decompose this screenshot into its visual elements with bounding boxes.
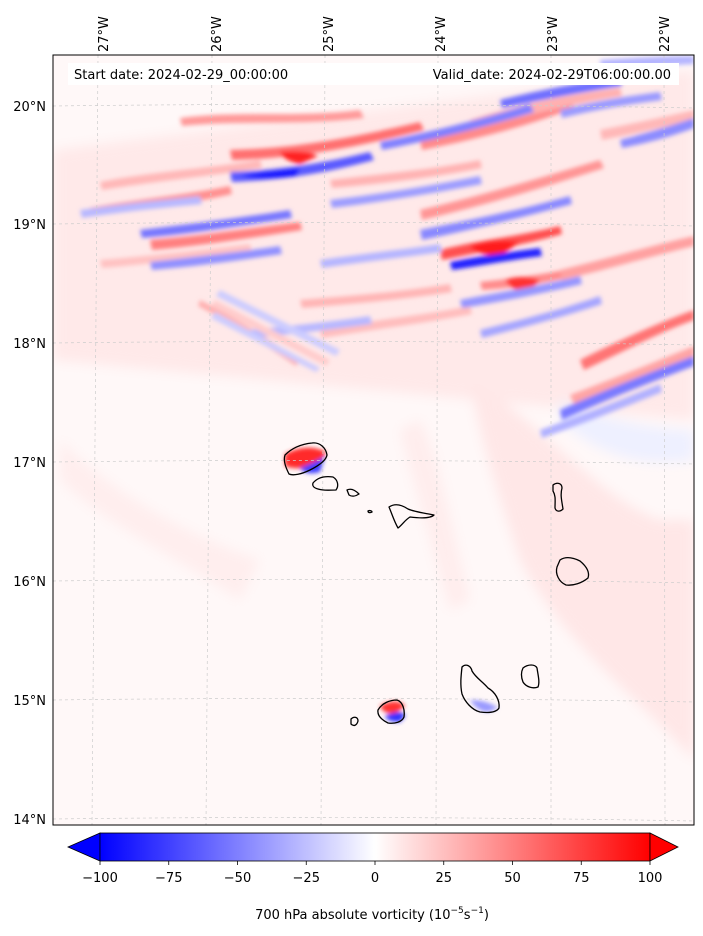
- vorticity-field: [53, 56, 694, 760]
- island-vorticity: [285, 447, 498, 722]
- background-tints: [53, 70, 694, 760]
- colorbar-tick-label: −100: [82, 871, 118, 886]
- colorbar-units-mid: s: [464, 908, 471, 923]
- lat-tick-20n: 20°N: [13, 100, 46, 115]
- lon-tick-24w: 24°W: [434, 16, 449, 52]
- colorbar-units-exp1: −5: [451, 906, 464, 916]
- meridian-27w: [91, 55, 99, 825]
- valid-date-label: Valid_date: 2024-02-29T06:00:00.00: [433, 68, 671, 83]
- coastlines: [283, 442, 590, 727]
- island-razo: [367, 509, 373, 514]
- lat-tick-18n: 18°N: [13, 337, 46, 352]
- colorbar-tick-label: −75: [155, 871, 182, 886]
- parallel-15n: [53, 698, 694, 703]
- colorbar-min-extend: [67, 832, 101, 862]
- lon-tick-27w: 27°W: [97, 16, 112, 52]
- colorbar-title: 700 hPa absolute vorticity (10−5s−1): [255, 906, 489, 923]
- colorbar-tick-label: 25: [435, 871, 452, 886]
- parallel-17n: [53, 460, 694, 465]
- lon-tick-25w: 25°W: [322, 16, 337, 52]
- colorbar-units-suffix: ): [484, 908, 489, 923]
- longitude-labels: 27°W 26°W 25°W 24°W 23°W 22°W: [97, 16, 673, 52]
- island-santo-antao: [283, 442, 328, 476]
- colorbar-tick-label: 50: [504, 871, 521, 886]
- lat-tick-16n: 16°N: [13, 575, 46, 590]
- start-date-label: Start date: 2024-02-29_00:00:00: [74, 68, 288, 83]
- island-fogo: [377, 699, 405, 724]
- lon-tick-22w: 22°W: [658, 16, 673, 52]
- island-santiago: [460, 664, 500, 714]
- parallel-20n: [53, 104, 694, 109]
- colorbar-tick-label: 100: [638, 871, 663, 886]
- vorticity-streaks: [80, 56, 694, 438]
- meridian-26w: [205, 55, 213, 825]
- island-boa-vista: [555, 557, 590, 586]
- parallel-16n: [53, 579, 694, 584]
- info-strip: [68, 63, 679, 85]
- parallel-18n: [53, 341, 694, 346]
- lat-tick-14n: 14°N: [13, 813, 46, 828]
- island-sao-nicolau: [388, 504, 435, 529]
- latitude-labels: 20°N 19°N 18°N 17°N 16°N 15°N 14°N: [13, 100, 46, 828]
- island-santa-luzia: [346, 488, 360, 497]
- lat-tick-19n: 19°N: [13, 218, 46, 233]
- colorbar: −100 −75 −50 −25 0 25 50 75 100 700 hPa absolute…: [67, 832, 679, 923]
- colorbar-tick-label: 75: [573, 871, 590, 886]
- colorbar-variable: 700 hPa absolute vorticity: [255, 908, 425, 923]
- colorbar-tick-label: 0: [371, 871, 379, 886]
- colorbar-tick-label: −50: [224, 871, 251, 886]
- island-brava: [350, 716, 359, 727]
- colorbar-units-prefix: (10: [429, 908, 451, 923]
- graticule: [53, 55, 694, 825]
- lon-tick-23w: 23°W: [546, 16, 561, 52]
- colorbar-max-extend: [649, 832, 679, 862]
- meridian-25w: [320, 55, 326, 825]
- meridian-22w: [663, 55, 666, 825]
- parallel-19n: [53, 222, 694, 227]
- island-maio: [520, 664, 540, 689]
- colorbar-body: [99, 832, 651, 862]
- island-sao-vicente: [312, 476, 339, 491]
- lat-tick-15n: 15°N: [13, 694, 46, 709]
- parallel-14n: [53, 817, 694, 822]
- meridian-24w: [435, 55, 439, 825]
- lon-tick-26w: 26°W: [210, 16, 225, 52]
- map-border: [52, 54, 695, 826]
- colorbar-units-exp2: −1: [471, 906, 484, 916]
- map-panel: 27°W 26°W 25°W 24°W 23°W 22°W 20°N 19°N …: [13, 16, 695, 828]
- colorbar-tick-label: −25: [293, 871, 320, 886]
- lat-tick-17n: 17°N: [13, 456, 46, 471]
- island-sal: [552, 482, 564, 512]
- colorbar-ticks: −100 −75 −50 −25 0 25 50 75 100: [82, 861, 662, 886]
